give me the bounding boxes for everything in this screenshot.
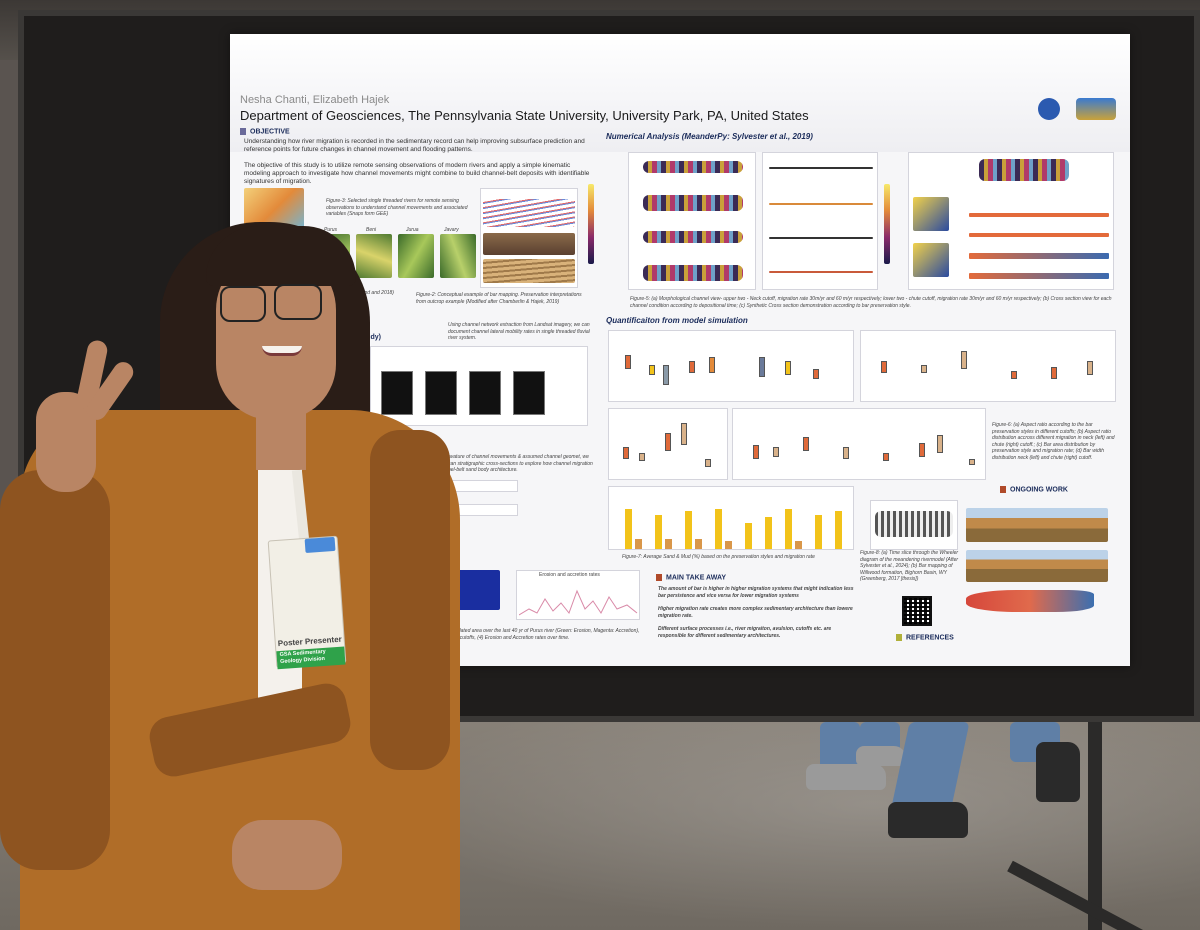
figure6-caption: Figure-6: (a) Aspect ratio according to … <box>992 422 1115 461</box>
bar-mapping-figure <box>480 188 578 288</box>
synthetic-cross-section-panel <box>908 152 1114 290</box>
hair-top <box>206 226 356 286</box>
erosion-chart-title: Erosion and accretion rates <box>539 572 600 578</box>
glasses-right-lens <box>274 284 322 320</box>
lower-hand <box>232 820 342 890</box>
poster-authors: Nesha Chanti, Elizabeth Hajek <box>240 94 390 106</box>
outcrop-photo-2 <box>966 550 1108 582</box>
figure2-caption: Figure-2: Conceptual example of bar mapp… <box>416 292 582 305</box>
workflow-box-1 <box>450 480 518 492</box>
figure8-caption: Figure-8: (a) Time slice through the Whe… <box>860 550 959 582</box>
workflow-box-2 <box>450 504 518 516</box>
takeaway-point-3: Different surface processes i.e., river … <box>658 626 832 639</box>
smile <box>262 346 302 356</box>
cross-section-text: avature of channel movements & assumed c… <box>448 454 593 473</box>
quantification-heading: Quantificaiton from model simulation <box>606 316 748 325</box>
poster-header <box>230 34 1130 152</box>
morphological-view-panel <box>628 152 756 290</box>
figure3-caption: Figure-3: Selected single threaded river… <box>326 198 468 217</box>
river-label-jurua: Jurua <box>406 227 419 233</box>
wheeler-diagram <box>870 500 958 550</box>
background-person-legs <box>800 722 1090 852</box>
colorbar <box>588 184 594 264</box>
river-label-purus: Purus <box>324 227 338 233</box>
accumulated-area-caption: accumulated area over the last 40 yr of … <box>442 628 640 641</box>
ongoing-work-heading: ONGOING WORK <box>1000 486 1068 493</box>
aspect-ratio-migration-chart <box>860 330 1116 402</box>
glasses-left-lens <box>220 286 266 322</box>
river-label-javary: Javary <box>444 227 459 233</box>
aspect-ratio-cutoff-chart <box>608 330 854 402</box>
main-takeaway-heading: MAIN TAKE AWAY <box>656 574 726 581</box>
jacket-right-sleeve <box>370 430 450 770</box>
time-colorbar <box>884 184 890 264</box>
outcrop-photo-1 <box>966 508 1108 542</box>
objective-paragraph-1: Understanding how river migration is rec… <box>244 138 585 153</box>
accumulated-area-map <box>452 570 500 610</box>
case-study-heading: study) <box>360 334 381 341</box>
objective-paragraph-2: The objective of this study is to utiliz… <box>244 162 590 185</box>
takeaway-point-1: The amount of bar is higher in higher mi… <box>658 586 854 599</box>
objective-heading: OBJECTIVE <box>240 128 290 135</box>
cross-section-panel <box>762 152 878 290</box>
river-image-jurua <box>398 234 434 278</box>
name-badge: Poster Presenter GSA Sedimentary Geology… <box>267 535 347 670</box>
jacket-left-sleeve <box>0 470 110 870</box>
takeaway-point-2: Higher migration rate creates more compl… <box>658 606 853 619</box>
poster-affiliation: Department of Geosciences, The Pennsylva… <box>240 108 809 123</box>
bar-area-chart <box>608 408 728 480</box>
bar-map-figure <box>966 590 1094 612</box>
poster-presenter: Poster Presenter GSA Sedimentary Geology… <box>0 0 460 930</box>
river-label-beni: Beni <box>366 227 377 233</box>
erosion-rate-chart: Erosion and accretion rates <box>516 570 640 620</box>
qr-code <box>902 596 932 626</box>
bar-width-chart <box>732 408 986 480</box>
figure7-caption: Figure-7: Average Sand & Mud (%) based o… <box>622 554 815 560</box>
badge-role-text: Poster Presenter <box>277 634 343 649</box>
university-logo <box>1038 98 1060 120</box>
channel-workflow-figure <box>370 346 588 426</box>
sand-mud-chart <box>608 486 854 550</box>
numerical-analysis-heading: Numerical Analysis (MeanderPy: Sylvester… <box>606 132 813 141</box>
board-leg-right <box>1088 722 1102 930</box>
research-poster: Nesha Chanti, Elizabeth Hajek Department… <box>230 34 1130 666</box>
river-image-javary <box>440 234 476 278</box>
river-image-beni <box>356 234 392 278</box>
channel-extraction-text: Using channel network extraction from La… <box>448 322 590 341</box>
neck <box>256 400 306 470</box>
society-logo <box>1076 98 1116 120</box>
references-heading: REFERENCES <box>896 634 954 641</box>
figure5-caption: Figure-5: (a) Morphological channel view… <box>630 296 1112 309</box>
